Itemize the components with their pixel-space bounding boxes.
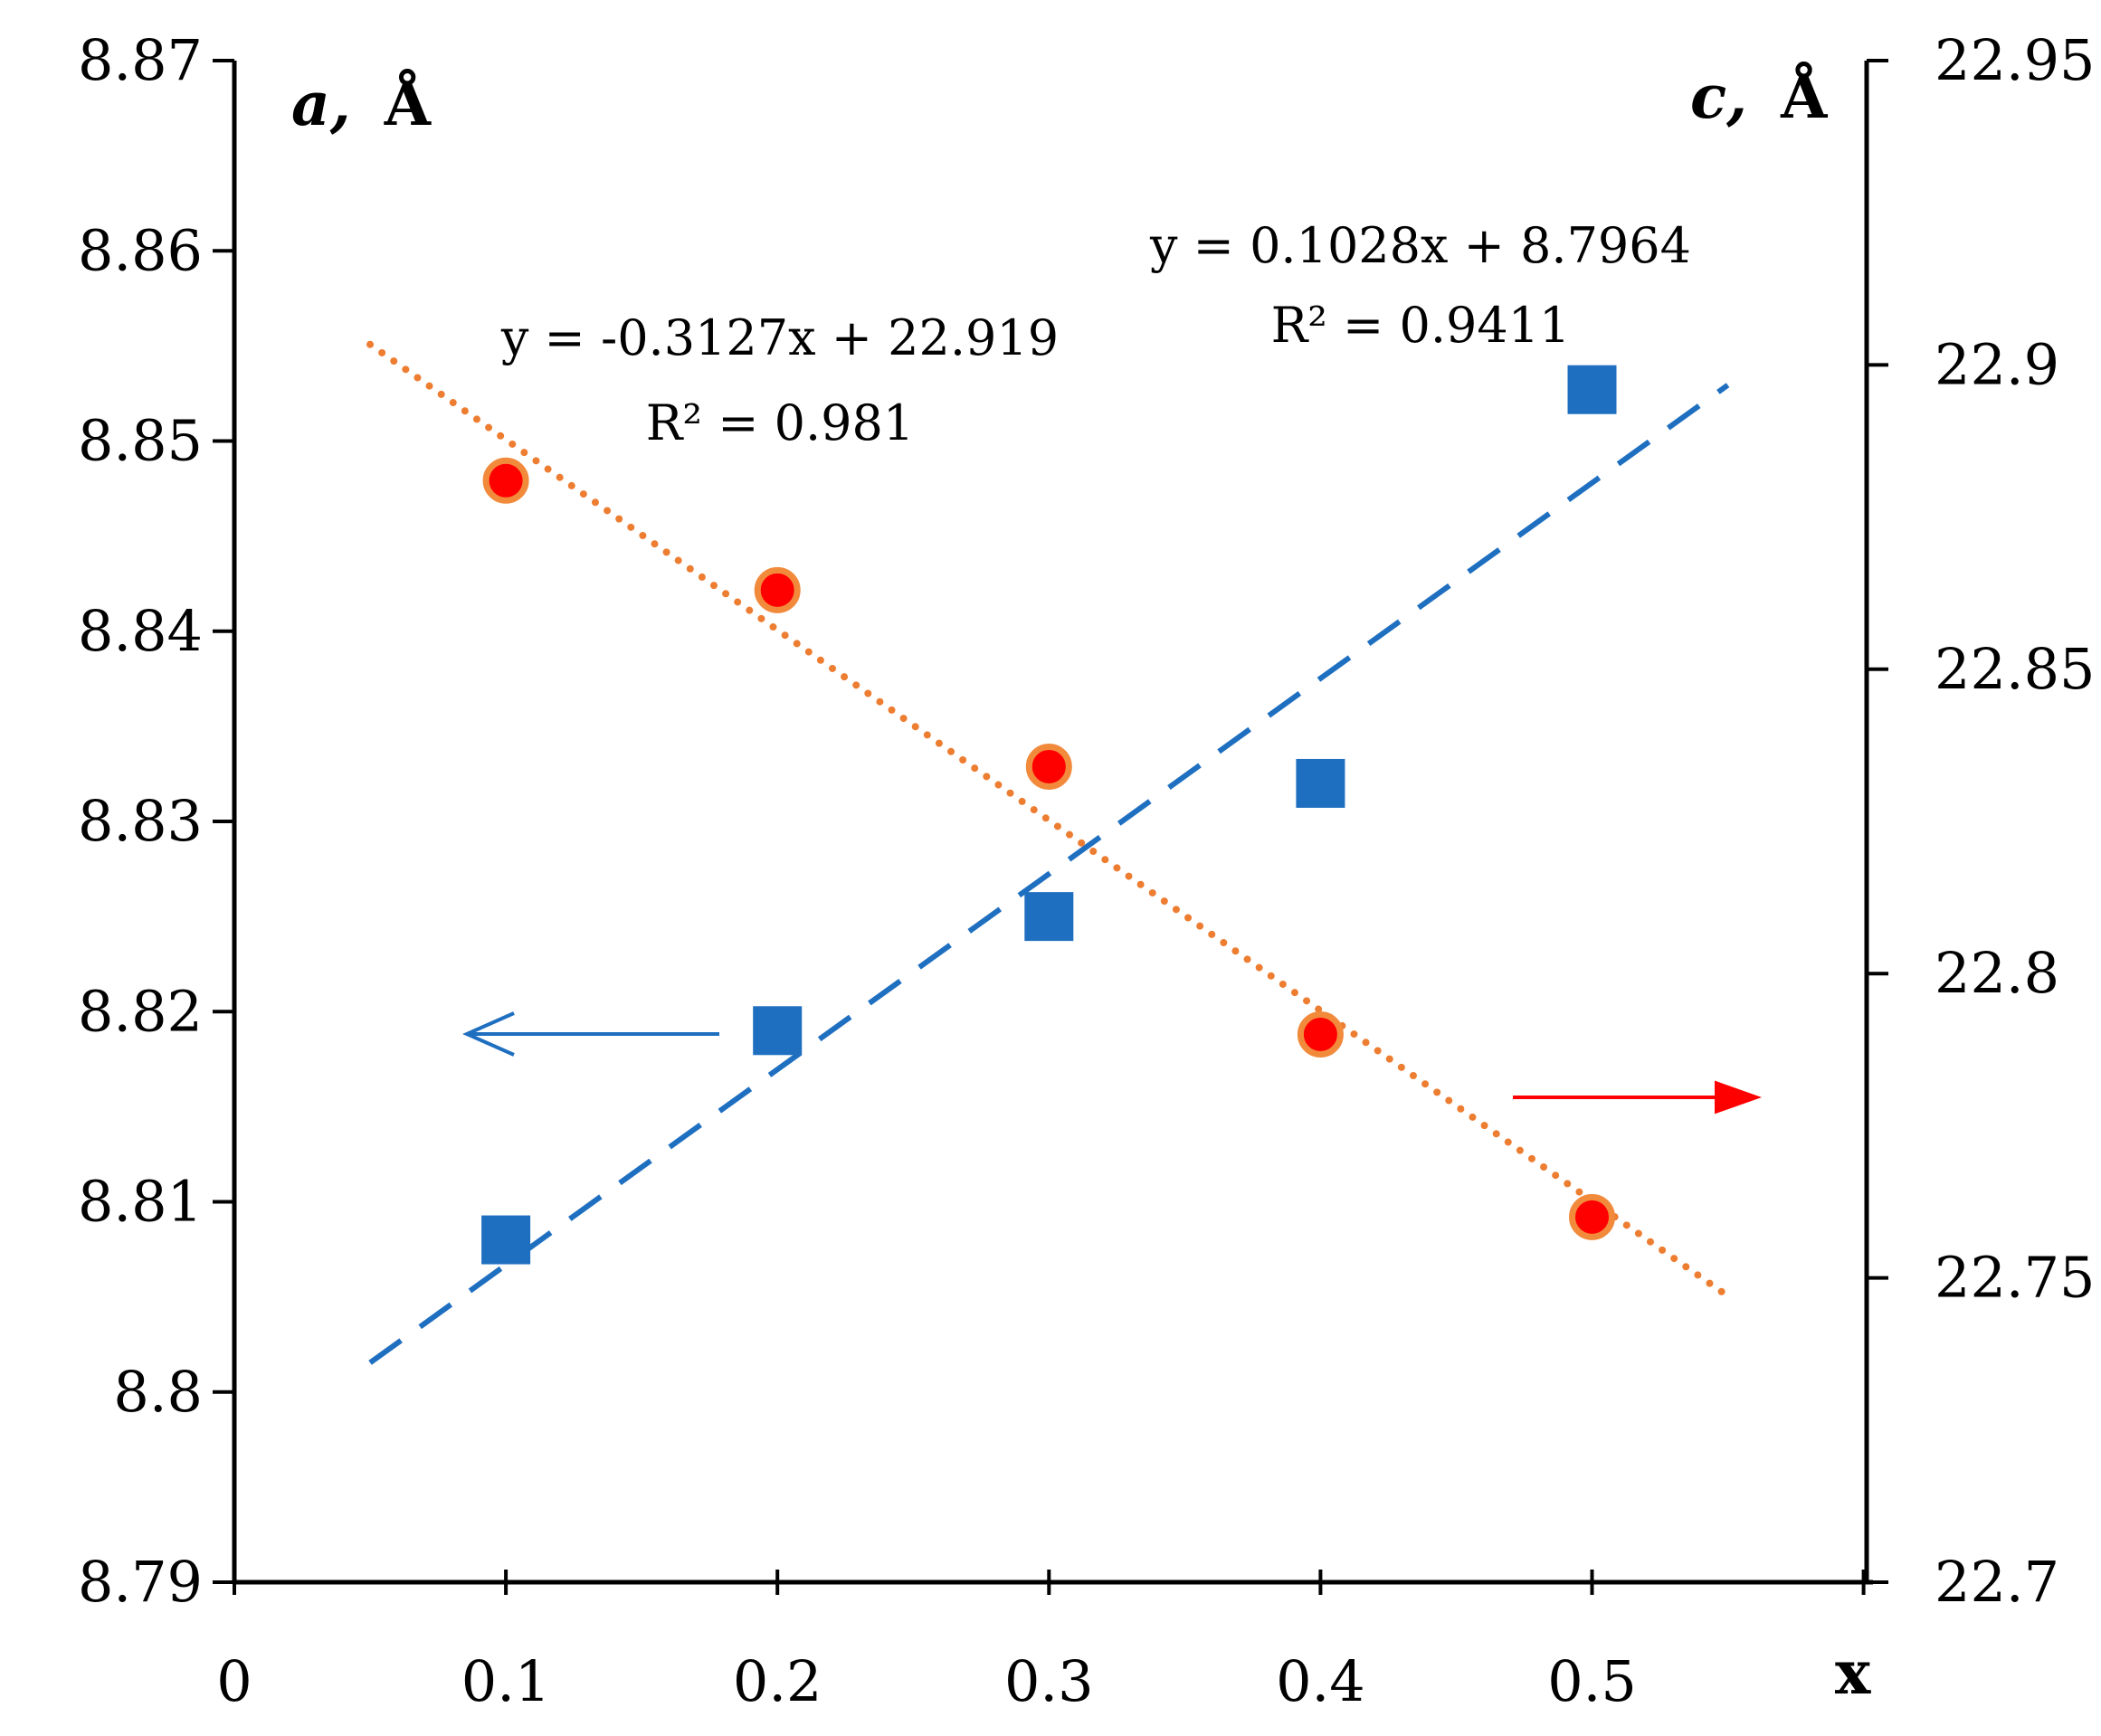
c-data-point	[1297, 1010, 1344, 1058]
x-tick-label: 0.5	[1547, 1648, 1637, 1714]
left-y-tick-label: 8.83	[78, 788, 203, 854]
a-trendline-equation: y = 0.1028x + 8.7964	[1149, 217, 1691, 274]
right-axis-unit: Å	[1780, 62, 1828, 132]
left-y-tick-label: 8.8	[113, 1359, 203, 1425]
trendlines	[366, 340, 1732, 1365]
left-y-tick-label: 8.79	[78, 1549, 203, 1615]
left-y-tick-label: 8.86	[78, 217, 203, 283]
x-tick-label: 0.1	[461, 1648, 551, 1714]
left-axis-unit: Å	[384, 69, 432, 139]
right-y-tick-label: 22.95	[1935, 27, 2096, 93]
right-axis-title: c, Å	[1690, 62, 1828, 132]
right-axis-var: c,	[1690, 62, 1747, 132]
left-y-tick-label: 8.87	[78, 27, 203, 93]
c-trendline	[366, 340, 1732, 1300]
left-y-tick-label: 8.81	[78, 1169, 203, 1235]
right-axis-arrow-head	[1715, 1080, 1762, 1115]
a-data-point	[753, 1006, 803, 1056]
c-data-point	[482, 457, 529, 504]
c-data-point	[1569, 1193, 1615, 1240]
right-y-tick-label: 22.9	[1935, 331, 2059, 397]
right-axis-arrow	[1513, 1080, 1762, 1115]
x-tick-label: 0.3	[1004, 1648, 1094, 1714]
c-trendline-equation: y = -0.3127x + 22.919	[500, 309, 1059, 366]
left-y-tick-label: 8.85	[78, 408, 203, 474]
right-y-tick-label: 22.75	[1935, 1245, 2096, 1311]
left-y-tick-label: 8.82	[78, 978, 203, 1044]
right-y-tick-label: 22.85	[1935, 636, 2096, 702]
axes	[232, 61, 1873, 1585]
a-trendline-r-squared: R² = 0.9411	[1271, 297, 1571, 354]
a-data-point	[481, 1215, 531, 1265]
x-tick-label: 0	[216, 1648, 252, 1714]
right-y-tick-label: 22.7	[1935, 1549, 2059, 1615]
a-trendline	[368, 383, 1730, 1365]
a-data-point	[1567, 365, 1617, 414]
ticks	[213, 59, 1888, 1595]
x-tick-label: 0.4	[1276, 1648, 1365, 1714]
left-y-tick-label: 8.84	[78, 598, 203, 664]
c-data-point	[754, 566, 801, 613]
a-data-point	[1296, 758, 1345, 808]
markers	[481, 365, 1617, 1265]
x-tick-label: 0.2	[733, 1648, 822, 1714]
right-y-tick-label: 22.8	[1935, 940, 2059, 1006]
x-axis-title: x	[1835, 1637, 1871, 1708]
tick-labels: 8.79 8.8 8.81 8.82 8.83 8.84 8.85 8.86 8.87 22.7 2…	[78, 27, 2096, 1714]
left-axis-arrow	[462, 1011, 719, 1057]
left-axis-title: a, Å	[291, 69, 432, 139]
a-data-point	[1024, 892, 1074, 942]
left-axis-arrow-head	[462, 1011, 515, 1057]
left-axis-var: a,	[291, 69, 351, 139]
c-trendline-r-squared: R² = 0.981	[646, 394, 914, 451]
c-data-point	[1025, 743, 1072, 790]
